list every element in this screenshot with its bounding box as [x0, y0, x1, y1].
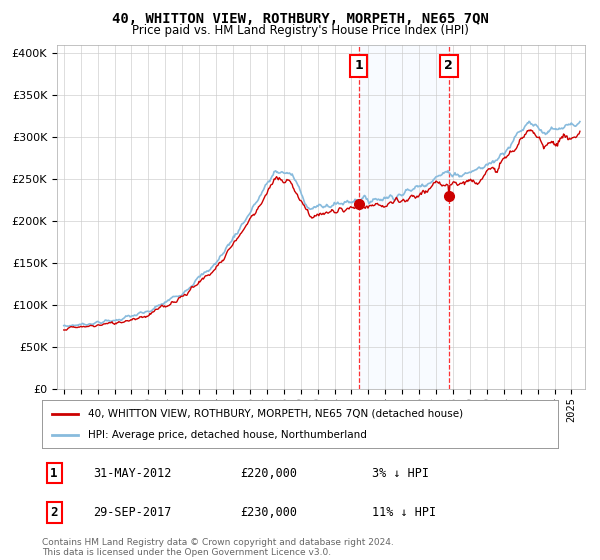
Text: 3% ↓ HPI: 3% ↓ HPI [372, 466, 429, 480]
Text: 11% ↓ HPI: 11% ↓ HPI [372, 506, 436, 519]
Text: 29-SEP-2017: 29-SEP-2017 [93, 506, 172, 519]
Text: £230,000: £230,000 [240, 506, 297, 519]
Text: 1: 1 [50, 466, 58, 480]
Text: HPI: Average price, detached house, Northumberland: HPI: Average price, detached house, Nort… [88, 430, 367, 440]
Bar [359, 45, 449, 389]
Text: 40, WHITTON VIEW, ROTHBURY, MORPETH, NE65 7QN: 40, WHITTON VIEW, ROTHBURY, MORPETH, NE6… [112, 12, 488, 26]
Text: £220,000: £220,000 [240, 466, 297, 480]
Text: 31-MAY-2012: 31-MAY-2012 [93, 466, 172, 480]
Text: 40, WHITTON VIEW, ROTHBURY, MORPETH, NE65 7QN (detached house): 40, WHITTON VIEW, ROTHBURY, MORPETH, NE6… [88, 409, 464, 419]
Text: 2: 2 [445, 59, 453, 72]
Text: Contains HM Land Registry data © Crown copyright and database right 2024.
This d: Contains HM Land Registry data © Crown c… [42, 538, 394, 557]
Text: 2: 2 [50, 506, 58, 519]
Text: 1: 1 [354, 59, 363, 72]
Text: Price paid vs. HM Land Registry's House Price Index (HPI): Price paid vs. HM Land Registry's House … [131, 24, 469, 36]
